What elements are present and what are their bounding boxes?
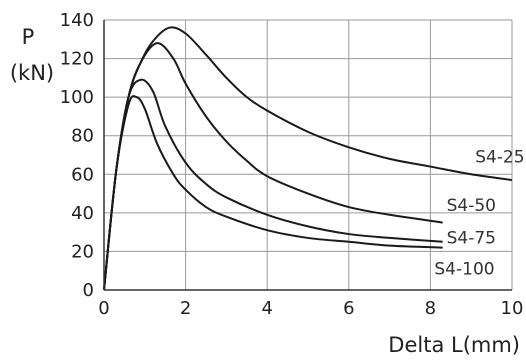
grid-lines <box>104 19 513 290</box>
series-label-s4-75: S4-75 <box>447 229 496 249</box>
y-axis-label: P <box>22 25 35 49</box>
x-axis-label: Delta L(mm) <box>388 333 520 357</box>
series-line-s4-100 <box>103 95 443 291</box>
x-tick-label: 4 <box>261 298 272 319</box>
x-tick-label: 8 <box>425 298 436 319</box>
series-label-s4-100: S4-100 <box>434 260 494 280</box>
y-tick-label: 100 <box>60 87 94 108</box>
series-lines <box>103 26 513 291</box>
y-tick-label: 40 <box>71 203 94 224</box>
x-tick-label: 6 <box>343 298 354 319</box>
y-tick-label: 140 <box>60 10 94 31</box>
axes <box>103 20 512 291</box>
y-tick-label: 120 <box>60 49 94 70</box>
y-tick-label: 60 <box>71 164 94 185</box>
series-label-s4-25: S4-25 <box>475 148 524 168</box>
y-tick-label: 0 <box>83 280 94 301</box>
x-tick-label: 10 <box>501 298 524 319</box>
x-tick-label: 2 <box>180 298 191 319</box>
y-axis-unit: (kN) <box>10 61 54 85</box>
series-line-s4-50 <box>103 42 443 291</box>
y-tick-label: 80 <box>71 126 94 147</box>
series-label-s4-50: S4-50 <box>447 196 496 216</box>
series-line-s4-75 <box>103 78 443 291</box>
y-tick-label: 20 <box>71 241 94 262</box>
x-tick-label: 0 <box>98 298 109 319</box>
series-labels: S4-25 S4-50 S4-75 S4-100 <box>434 148 524 280</box>
